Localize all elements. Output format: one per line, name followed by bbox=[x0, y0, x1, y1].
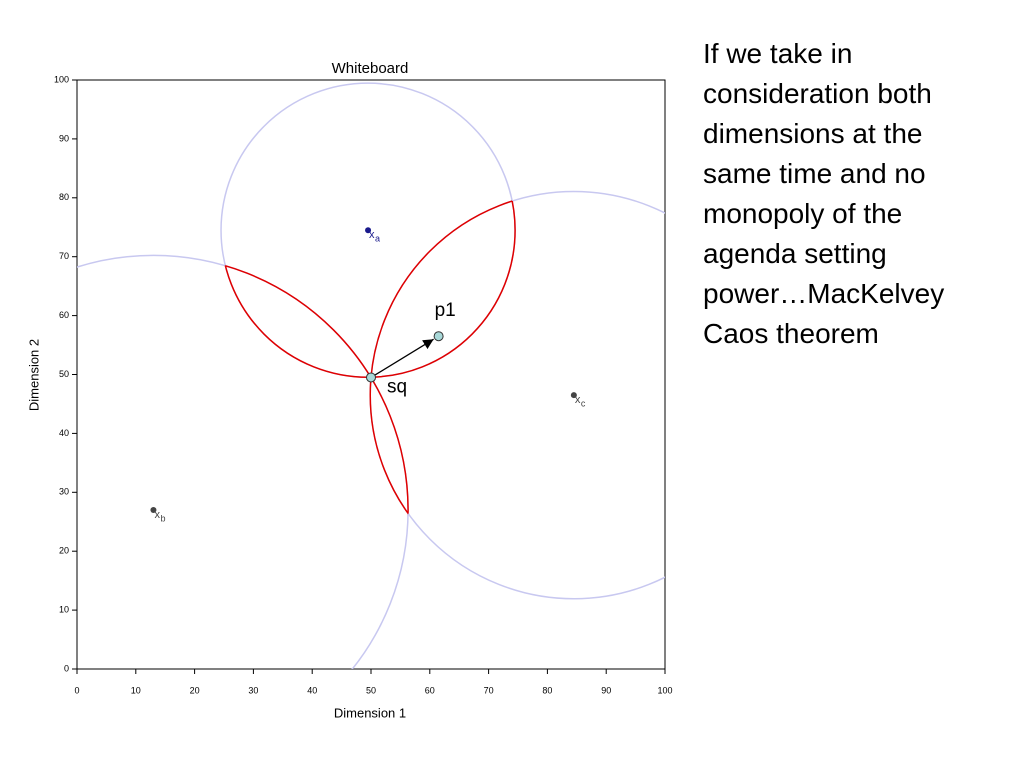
y-tick-label: 20 bbox=[59, 546, 69, 556]
note-line: power…MacKelvey bbox=[703, 278, 945, 309]
note-line: agenda setting bbox=[703, 238, 887, 269]
y-tick-label: 0 bbox=[64, 663, 69, 673]
y-tick-label: 30 bbox=[59, 487, 69, 497]
x-tick-label: 10 bbox=[131, 685, 141, 695]
ideal-point bbox=[150, 506, 157, 513]
chart-title: Whiteboard bbox=[332, 60, 409, 77]
ideal-point-sub: c bbox=[581, 398, 586, 408]
note-line: Caos theorem bbox=[703, 318, 879, 349]
chart: Whiteboard Dimension 1 Dimension 2 0 10 20… bbox=[26, 60, 672, 720]
ideal-point bbox=[365, 227, 372, 234]
winset-boundary bbox=[370, 191, 516, 378]
ideal-point-sub: b bbox=[160, 513, 165, 523]
ideal-point-label: x bbox=[575, 394, 581, 406]
y-tick-label: 50 bbox=[59, 369, 69, 379]
winset-boundary bbox=[369, 190, 516, 378]
x-tick-label: 80 bbox=[542, 685, 552, 695]
winset-boundary bbox=[370, 254, 409, 599]
winset-boundary bbox=[221, 254, 409, 378]
note-line: same time and no bbox=[703, 158, 926, 189]
point-label: sq bbox=[387, 376, 407, 397]
ideal-point bbox=[570, 392, 577, 399]
note-line: monopoly of the bbox=[703, 198, 903, 229]
note-line: consideration both bbox=[703, 78, 932, 109]
x-tick-label: 30 bbox=[248, 685, 258, 695]
move-arrow bbox=[370, 338, 434, 378]
policy-point bbox=[366, 372, 376, 383]
ideal-point-label: x bbox=[154, 509, 160, 521]
ideal-point-sub: a bbox=[375, 234, 380, 244]
x-tick-label: 0 bbox=[74, 685, 79, 695]
y-tick-label: 40 bbox=[59, 428, 69, 438]
note-line: dimensions at the bbox=[703, 118, 923, 149]
y-tick-label: 10 bbox=[59, 604, 69, 614]
y-tick-label: 60 bbox=[59, 310, 69, 320]
plot-area bbox=[77, 82, 665, 669]
point-label: p1 bbox=[435, 300, 456, 321]
x-tick-label: 20 bbox=[190, 685, 200, 695]
x-axis-label: Dimension 1 bbox=[334, 705, 406, 720]
y-tick-label: 70 bbox=[59, 251, 69, 261]
x-tick-label: 70 bbox=[484, 685, 494, 695]
winset-boundary bbox=[369, 255, 409, 600]
x-tick-label: 60 bbox=[425, 685, 435, 695]
x-tick-label: 100 bbox=[657, 685, 672, 695]
y-tick-label: 90 bbox=[59, 133, 69, 143]
policy-point bbox=[433, 331, 444, 342]
y-tick-label: 100 bbox=[54, 74, 69, 84]
note-line: If we take in bbox=[703, 38, 853, 69]
note-text: If we take in consideration both dimension… bbox=[703, 34, 1013, 354]
x-tick-label: 40 bbox=[307, 685, 317, 695]
ideal-point-label: x bbox=[369, 229, 375, 241]
indifference-circle bbox=[369, 190, 665, 600]
x-tick-label: 90 bbox=[601, 685, 611, 695]
y-tick-label: 80 bbox=[59, 192, 69, 202]
x-tick-label: 50 bbox=[366, 685, 376, 695]
y-axis-label: Dimension 2 bbox=[26, 339, 41, 411]
indifference-circle bbox=[77, 254, 409, 669]
